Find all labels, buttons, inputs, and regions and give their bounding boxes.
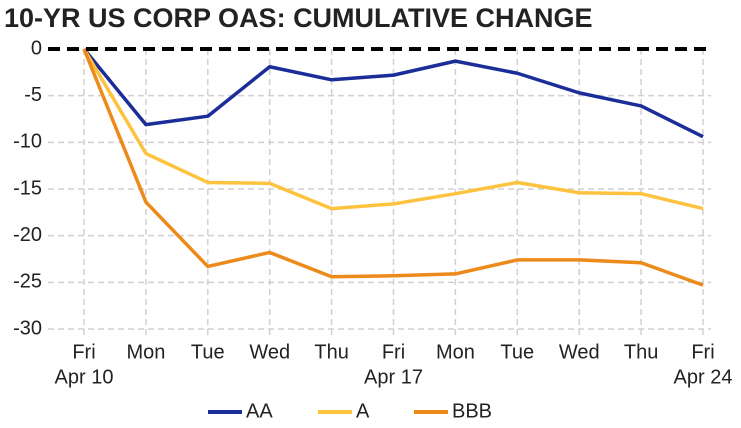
x-tick-label: Wed [249, 341, 290, 363]
y-tick-label: -25 [13, 271, 42, 293]
line-series [82, 47, 704, 139]
x-tick-label: Fri [691, 341, 714, 363]
x-tick-label: Thu [624, 341, 658, 363]
x-tick-label: Tue [191, 341, 225, 363]
chart-title: 10-YR US CORP OAS: CUMULATIVE CHANGE [4, 3, 593, 33]
x-tick-label: Fri [72, 341, 95, 363]
legend-label: BBB [452, 400, 492, 422]
x-tick-label: Tue [500, 341, 534, 363]
y-tick-label: -10 [13, 131, 42, 153]
x-tick-label: Apr 10 [55, 366, 114, 388]
y-tick-label: 0 [31, 37, 42, 59]
x-tick-label: Apr 24 [674, 366, 733, 388]
y-tick-label: -5 [24, 84, 42, 106]
line-series [82, 48, 704, 211]
x-tick-label: Fri [382, 341, 405, 363]
legend-label: A [356, 400, 370, 422]
x-tick-label: Wed [559, 341, 600, 363]
x-tick-label: Mon [126, 341, 165, 363]
x-tick-label: Mon [436, 341, 475, 363]
line-series [82, 48, 704, 287]
y-tick-label: -15 [13, 177, 42, 199]
y-tick-label: -20 [13, 224, 42, 246]
y-tick-label: -30 [13, 317, 42, 339]
x-tick-label: Thu [314, 341, 348, 363]
legend-label: AA [246, 400, 273, 422]
x-tick-label: Apr 17 [364, 366, 423, 388]
